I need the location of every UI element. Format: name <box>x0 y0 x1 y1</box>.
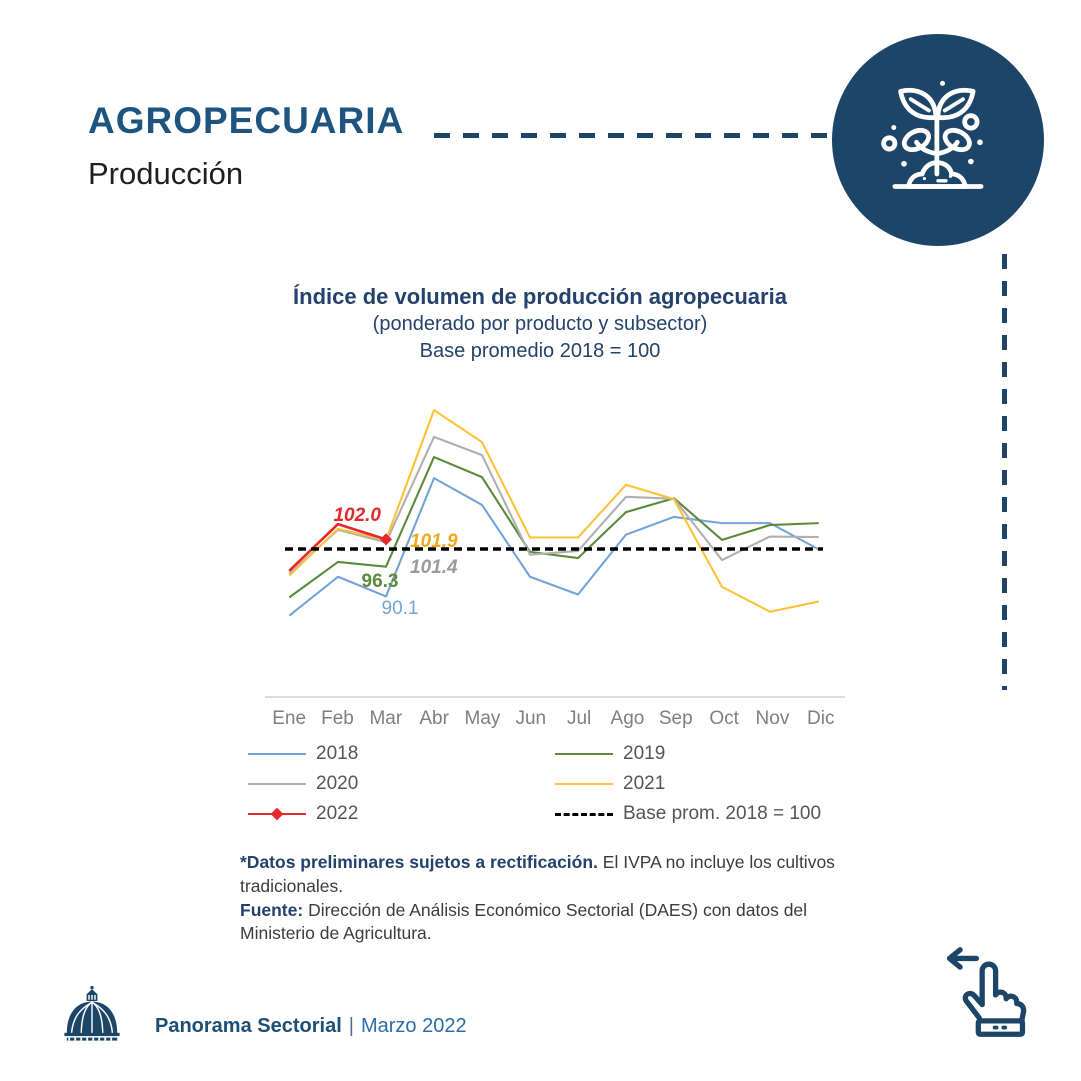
chart-header: Índice de volumen de producción agropecu… <box>200 283 880 365</box>
value-label-101.4: 101.4 <box>410 557 458 578</box>
plant-sprout-icon <box>881 80 984 189</box>
footnotes: *Datos preliminares sujetos a rectificac… <box>240 851 852 946</box>
x-axis-labels: Ene Feb Mar Abr May Jun Jul Ago Sep Oct Nov Dic <box>265 708 845 730</box>
footnote-preliminary: *Datos preliminares sujetos a rectificac… <box>240 851 852 899</box>
x-axis-label-May: May <box>464 708 501 729</box>
x-axis-label-Dic: Dic <box>807 708 835 729</box>
legend-swatch <box>248 783 306 785</box>
value-label-102.0: 102.0 <box>333 505 381 526</box>
footnote-source-rest: Dirección de Análisis Económico Sectoria… <box>240 899 808 944</box>
legend-item-base-prom-2018-100: Base prom. 2018 = 100 <box>555 803 848 825</box>
series-line-2018 <box>288 477 820 617</box>
footnote-preliminary-rest: El IVPA no incluye los cultivos tradicio… <box>240 852 835 896</box>
line-chart: 102.0 101.9 101.4 96.3 90.1 <box>285 409 823 619</box>
legend-label: 2019 <box>623 743 666 764</box>
value-label-101.9: 101.9 <box>410 531 458 552</box>
x-axis-label-Ene: Ene <box>272 708 307 729</box>
x-axis-label-Mar: Mar <box>369 708 403 729</box>
x-axis-label-Oct: Oct <box>709 708 739 729</box>
x-axis-label-Jul: Jul <box>566 708 592 729</box>
legend-item-2022: 2022 <box>248 803 555 825</box>
header-dashed-line <box>434 133 832 138</box>
legend-item-2018: 2018 <box>248 743 555 765</box>
x-axis-label-Nov: Nov <box>755 708 790 729</box>
legend-label: 2018 <box>316 743 359 764</box>
x-axis-label-Feb: Feb <box>321 708 354 729</box>
series-line-2020 <box>288 435 820 574</box>
footer-edition: Marzo 2022 <box>360 1015 467 1037</box>
legend-swatch <box>248 753 306 755</box>
x-axis-label-Sep: Sep <box>658 708 693 729</box>
chart-title: Índice de volumen de producción agropecu… <box>293 284 787 309</box>
legend-label: 2022 <box>316 803 359 824</box>
legend-swatch <box>555 753 613 755</box>
page-title: AGROPECUARIA <box>88 100 405 141</box>
vertical-dashed-line <box>1002 254 1007 690</box>
legend-swatch <box>555 812 613 816</box>
value-label-90.1: 90.1 <box>382 598 419 619</box>
footer-separator: | <box>348 1015 354 1037</box>
footnote-source: Fuente: Dirección de Análisis Económico … <box>240 899 852 947</box>
x-axis-line <box>265 696 845 698</box>
latest-point-marker <box>380 533 392 546</box>
footer-brand: Panorama Sectorial <box>155 1015 342 1037</box>
footnote-preliminary-bold: *Datos preliminares sujetos a rectificac… <box>240 852 598 872</box>
chart-subtitle: (ponderado por producto y subsector) <box>372 313 708 336</box>
footnote-source-bold: Fuente: <box>240 899 304 920</box>
legend-item-2021: 2021 <box>555 773 848 795</box>
value-label-96.3: 96.3 <box>362 571 399 592</box>
page-subtitle: Producción <box>88 156 244 191</box>
legend-label: 2021 <box>623 773 666 794</box>
chart-legend: 2018 2019 2020 2021 2022 Base prom. 2018 = 10… <box>248 743 848 825</box>
sector-icon-circle <box>832 34 1044 246</box>
legend-swatch <box>555 783 613 785</box>
swipe-left-hand-icon[interactable] <box>938 943 1034 1043</box>
chart-base-note: Base promedio 2018 = 100 <box>419 340 661 363</box>
footer-brandline: Panorama Sectorial | Marzo 2022 <box>155 1015 467 1038</box>
legend-swatch <box>248 807 306 821</box>
government-dome-logo <box>64 985 120 1041</box>
x-axis-label-Ago: Ago <box>610 708 645 729</box>
x-axis-label-Abr: Abr <box>419 708 449 729</box>
legend-label: Base prom. 2018 = 100 <box>623 803 822 824</box>
series-line-2019 <box>288 455 820 598</box>
x-axis-label-Jun: Jun <box>515 708 547 729</box>
legend-diamond-marker <box>270 807 284 821</box>
legend-label: 2020 <box>316 773 359 794</box>
legend-item-2020: 2020 <box>248 773 555 795</box>
series-line-2022 <box>288 522 388 572</box>
legend-item-2019: 2019 <box>555 743 848 765</box>
